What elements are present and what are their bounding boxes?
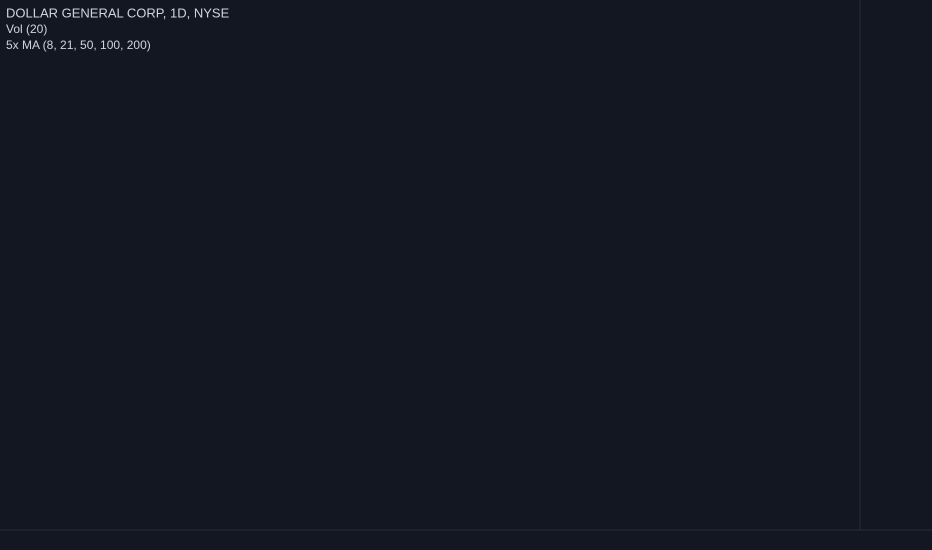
volume-label: Vol (20) [6,22,47,36]
chart-title: DOLLAR GENERAL CORP, 1D, NYSE [6,5,230,20]
ma-label: 5x MA (8, 21, 50, 100, 200) [6,38,151,52]
